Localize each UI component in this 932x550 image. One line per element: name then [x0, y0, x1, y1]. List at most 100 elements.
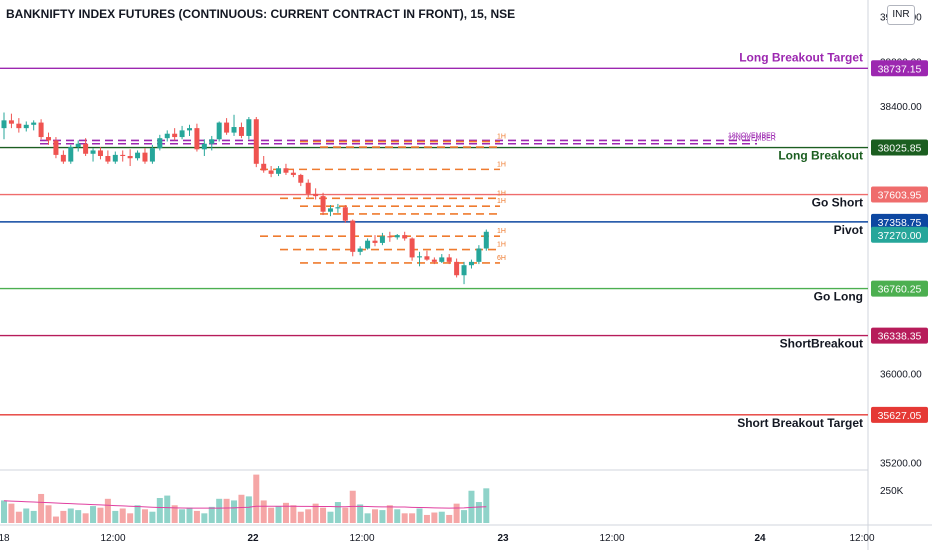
- volume-bar: [357, 504, 364, 523]
- dashed-line-label: 18NOVEMBER: [728, 132, 776, 139]
- candle-body: [216, 122, 222, 140]
- level-price-badge-bg: [871, 406, 928, 423]
- volume-bar: [127, 513, 134, 523]
- candle-body: [209, 139, 215, 144]
- candle-body: [394, 235, 400, 238]
- volume-bar: [141, 509, 148, 523]
- volume-bar: [119, 508, 126, 523]
- volume-bar: [438, 511, 445, 523]
- dashed-line-label: 1H: [497, 134, 506, 141]
- candle-body: [149, 148, 155, 162]
- candle-body: [16, 123, 22, 129]
- candle-body: [75, 143, 81, 148]
- candle-body: [409, 238, 415, 258]
- candle-body: [105, 156, 111, 162]
- candle-body: [187, 128, 192, 131]
- level-label: Short Breakout Target: [737, 416, 863, 430]
- level-price-badge-bg: [871, 139, 928, 156]
- volume-bar: [156, 498, 163, 523]
- candle-body: [157, 138, 163, 149]
- volume-bar: [372, 509, 378, 523]
- dashed-line-label: 6H: [497, 255, 506, 262]
- x-tick-label: 12:00: [599, 533, 624, 544]
- candle-body: [402, 235, 408, 239]
- candle-body: [350, 220, 356, 252]
- candle-body: [142, 152, 148, 162]
- candle-body: [31, 122, 37, 125]
- volume-ma-line: [3, 500, 487, 509]
- volume-bar: [104, 498, 111, 523]
- volume-bar: [320, 507, 327, 523]
- candle-body: [454, 261, 460, 276]
- level-price-badge-bg: [871, 186, 928, 203]
- candle-body: [238, 127, 244, 136]
- x-tick-label: 12:00: [849, 533, 874, 544]
- level-price-badge-bg: [871, 213, 928, 230]
- candle-body: [135, 152, 141, 159]
- volume-bar: [134, 505, 141, 523]
- level-label: Pivot: [834, 223, 863, 237]
- candle-body: [253, 119, 259, 164]
- candle-body: [231, 127, 237, 133]
- x-tick-label: 23: [497, 533, 509, 544]
- candle-body: [335, 207, 341, 209]
- level-price-badge-bg: [871, 327, 928, 344]
- dashed-line-label: 1H: [497, 228, 506, 235]
- volume-bar: [179, 509, 186, 523]
- volume-bar: [90, 506, 97, 523]
- currency-button[interactable]: INR: [887, 5, 915, 25]
- dashed-line-label: 22NOVEMBER: [728, 136, 776, 143]
- candle-body: [127, 156, 133, 159]
- candle-body: [283, 168, 289, 173]
- volume-bar: [342, 507, 349, 523]
- volume-bar: [231, 500, 238, 523]
- y-tick-label: 35200.00: [880, 458, 922, 469]
- level-price-badge: 36338.35: [878, 331, 922, 343]
- volume-bar: [461, 510, 468, 523]
- volume-bar: [30, 510, 37, 523]
- x-tick-label: 12:00: [349, 533, 374, 544]
- x-tick-label: 12:00: [100, 533, 125, 544]
- candle-body: [276, 168, 282, 174]
- candle-body: [446, 257, 452, 262]
- volume-bar: [112, 510, 119, 523]
- chart-title: BANKNIFTY INDEX FUTURES (CONTINUOUS: CUR…: [6, 7, 516, 21]
- volume-bar: [409, 513, 416, 523]
- volume-bar: [67, 508, 74, 523]
- level-price-badge: 38737.15: [878, 63, 922, 75]
- x-tick-label: 22: [247, 533, 259, 544]
- volume-bar: [268, 507, 275, 523]
- candle-body: [468, 261, 474, 266]
- volume-bar: [364, 513, 371, 523]
- volume-bar: [60, 510, 67, 523]
- volume-bar: [38, 493, 45, 523]
- candle-body: [246, 119, 252, 136]
- level-label: Long Breakout: [778, 149, 863, 163]
- candle-body: [164, 133, 170, 139]
- candle-body: [461, 265, 467, 276]
- candle-body: [365, 240, 371, 249]
- volume-bar: [297, 511, 304, 523]
- dashed-line-label: 1H: [497, 190, 506, 197]
- candle-body: [417, 256, 423, 258]
- candle-body: [342, 207, 348, 221]
- volume-bar: [164, 495, 171, 523]
- level-price-badge: 38025.85: [878, 143, 922, 155]
- level-price-badge: 35627.05: [878, 410, 922, 422]
- candle-body: [261, 163, 267, 171]
- volume-bar: [75, 510, 82, 523]
- level-price-badge: 37603.95: [878, 190, 922, 202]
- candle-body: [483, 231, 489, 249]
- volume-bar: [475, 502, 482, 523]
- volume-bar: [82, 513, 89, 523]
- volume-bar: [149, 511, 156, 523]
- candle-body: [179, 130, 185, 138]
- volume-bar: [186, 507, 193, 523]
- candle-body: [194, 128, 200, 150]
- candle-body: [97, 150, 103, 156]
- candle-body: [290, 172, 296, 175]
- x-tick-label: 24: [754, 533, 766, 544]
- candle-body: [23, 124, 29, 129]
- volume-bar: [327, 511, 334, 523]
